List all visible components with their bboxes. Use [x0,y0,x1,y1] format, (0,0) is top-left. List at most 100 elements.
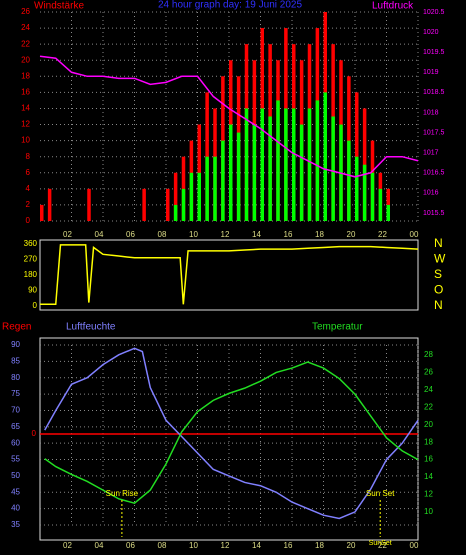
wind-bar [299,124,304,221]
wind-bar [331,116,335,221]
wind-bar [370,172,375,221]
wind-bar [173,172,178,221]
rain-label: Regen [2,322,31,333]
y2-tick-label: 1019 [423,69,439,76]
x-tick-label: 04 [95,541,104,550]
x-tick-label: 18 [315,230,324,239]
y2-tick-label: 1020.5 [423,9,445,16]
y2-tick-label: 12 [424,490,433,499]
y-tick-label: 4 [26,184,31,193]
x-tick-label: 10 [189,230,198,239]
x-tick-label: 22 [378,541,387,550]
wind-bar [236,132,241,221]
wind-bar [229,124,233,221]
y2-tick-label: 16 [424,455,433,464]
direction-frame [39,239,419,311]
y-tick-label: 55 [11,455,20,464]
wind-bar [268,116,272,221]
y-tick-label: 360 [24,239,38,248]
sunset-label: Sun Set [366,489,395,498]
y-tick-label: 60 [11,438,20,447]
y-tick-label: 35 [11,520,20,529]
y2-tick-label: 18 [424,437,433,446]
y2-tick-label: 1017.5 [423,129,445,136]
y-tick-label: 6 [26,168,31,177]
y2-tick-label: 1015.5 [423,210,445,217]
y-tick-label: 40 [11,504,20,513]
sunrise-label: Sun Rise [106,489,139,498]
y2-tick-label: 14 [424,472,433,481]
y-tick-label: 10 [21,136,30,145]
wind-bar [260,108,264,221]
wind-bar [166,188,170,221]
wind-bar [323,92,327,221]
y-tick-label: 8 [26,152,31,161]
pressure-label: Luftdruck [372,1,414,12]
x-tick-label: 02 [63,230,72,239]
data-line [44,361,419,505]
wind-bar [252,124,257,221]
x-tick-label: 22 [378,230,387,239]
x-tick-label: 14 [252,230,261,239]
y-tick-label: 22 [21,39,30,48]
x-tick-label: 06 [126,230,135,239]
x-tick-label: 08 [158,541,167,550]
wind-bar [205,156,209,221]
y-tick-label: 50 [11,471,20,480]
y-tick-label: 12 [21,120,30,129]
wind-bar [213,156,217,221]
chart-title: 24 hour graph day: 19 Juni 2025 [158,0,302,11]
y2-tick-label: N [434,298,443,312]
wind-bar [284,108,288,221]
x-tick-label: 16 [284,230,293,239]
x-tick-label: 16 [284,541,293,550]
x-tick-label: 02 [63,541,72,550]
y2-tick-label: 1018.5 [423,89,445,96]
y-tick-label: 85 [11,356,20,365]
y2-tick-label: 28 [424,350,433,359]
y2-tick-label: 1016 [423,190,439,197]
x-tick-label: 20 [347,541,356,550]
y2-tick-label: 1016.5 [423,170,445,177]
sunset-axis-label: SunSet [369,540,392,547]
y-tick-label: 75 [11,389,20,398]
wind-bar [347,140,351,221]
y2-tick-label: O [434,283,443,297]
y-tick-label: 65 [11,422,20,431]
y2-tick-label: 1020 [423,29,439,36]
y2-tick-label: 1019.5 [423,49,445,56]
y-tick-label: 0 [33,301,38,310]
climate-frame [39,337,419,541]
x-tick-label: 12 [221,230,230,239]
y2-tick-label: 24 [424,385,433,394]
x-tick-label: 10 [189,541,198,550]
wind-bar [362,164,367,221]
x-tick-label: 08 [158,230,167,239]
y-tick-label: 14 [21,104,30,113]
wind-bar [197,172,201,221]
wind-bar [307,108,312,221]
y-tick-label: 45 [11,487,20,496]
data-line [40,244,419,306]
humidity-label: Luftfeuchte [66,322,116,333]
wind-bar [181,188,186,221]
y-tick-label: 80 [11,373,20,382]
wind-bar [221,140,225,221]
wind-bar [87,188,91,221]
y2-tick-label: 26 [424,368,433,377]
y-tick-label: 70 [11,406,20,415]
x-tick-label: 20 [347,230,356,239]
y-tick-label: 90 [28,286,37,295]
x-tick-label: 06 [126,541,135,550]
y-tick-label: 90 [11,340,20,349]
wind-bar [40,204,44,221]
y2-tick-label: 22 [424,402,433,411]
x-tick-label: 00 [410,230,419,239]
y2-tick-label: 1017 [423,150,439,157]
wind-bar [378,188,383,221]
y-tick-label: 0 [26,216,31,225]
x-tick-label: 18 [315,541,324,550]
x-tick-label: 04 [95,230,104,239]
wind-bar [47,188,52,221]
